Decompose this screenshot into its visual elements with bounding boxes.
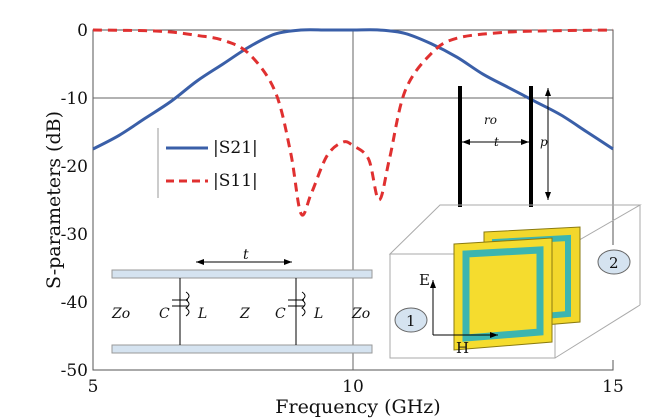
y-tick-label-3: -30 — [61, 225, 88, 245]
structure-port2-label: 2 — [609, 254, 619, 272]
legend-s21-label: |S21| — [213, 138, 258, 158]
geometry-inset: ro t p — [458, 86, 551, 207]
legend: |S21| |S11| — [157, 128, 258, 198]
structure-inset — [385, 204, 642, 360]
geometry-t-label: t — [494, 135, 499, 149]
circuit-labels: Zo C L Z C L Zo t — [111, 247, 370, 322]
structure-e-label: E — [419, 271, 430, 289]
circuit-inset — [111, 259, 373, 354]
x-tick-label-0: 5 — [88, 377, 99, 397]
y-axis-label: S-parameters (dB) — [43, 111, 65, 289]
y-tick-label-4: -40 — [61, 293, 88, 313]
axis-ticks: 5 10 15 0 -10 -20 -30 -40 -50 — [61, 21, 624, 397]
circuit-zo-right: Zo — [351, 306, 370, 322]
structure-port1-label: 1 — [406, 312, 416, 330]
y-tick-label-2: -20 — [61, 157, 88, 177]
circuit-c2: C — [275, 306, 286, 322]
y-tick-label-5: -50 — [61, 361, 88, 381]
series-line-s11 — [92, 28, 614, 217]
x-tick-label-1: 10 — [342, 377, 364, 397]
circuit-l2: L — [313, 306, 323, 322]
legend-s11-label: |S11| — [213, 171, 258, 191]
circuit-c1: C — [159, 306, 170, 322]
circuit-l1: L — [197, 306, 207, 322]
x-tick-label-2: 15 — [602, 377, 624, 397]
circuit-t-label: t — [243, 247, 249, 263]
series-line-s21 — [92, 28, 614, 151]
geometry-p-label: p — [540, 135, 548, 149]
x-axis-label: Frequency (GHz) — [275, 396, 440, 418]
series-group — [92, 28, 614, 217]
circuit-zo-left: Zo — [111, 306, 130, 322]
geometry-ro-label: ro — [484, 113, 497, 127]
circuit-z-mid: Z — [239, 306, 250, 322]
structure-h-label: H — [456, 339, 469, 357]
structure-labels: E H 1 2 — [406, 254, 619, 357]
y-tick-label-0: 0 — [77, 21, 88, 41]
y-tick-label-1: -10 — [61, 89, 88, 109]
